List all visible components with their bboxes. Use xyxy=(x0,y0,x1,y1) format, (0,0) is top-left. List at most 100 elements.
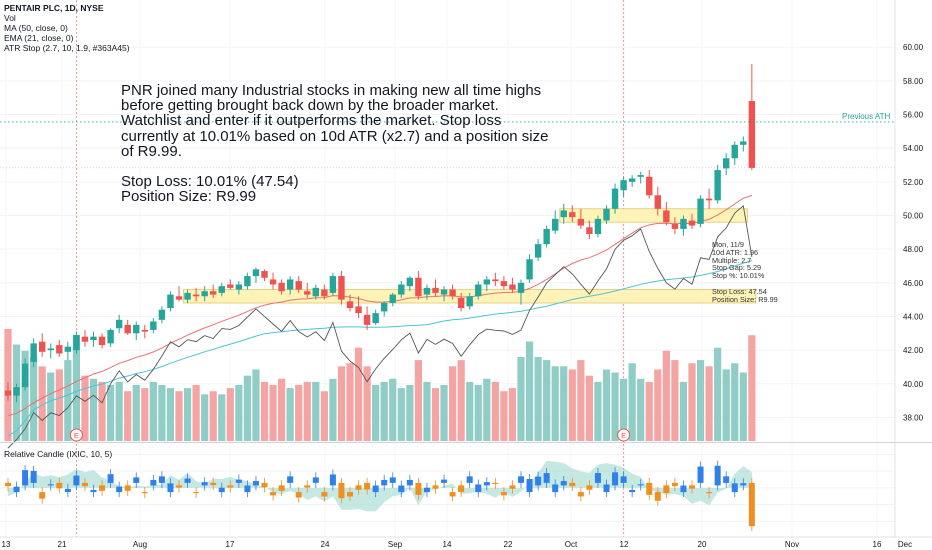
volume-bar xyxy=(278,378,286,441)
volume-bar xyxy=(731,363,739,441)
rel-candle-body xyxy=(689,485,695,489)
volume-bar xyxy=(98,381,106,441)
relative-candle-title[interactable]: Relative Candle (IXIC, 10, 5) xyxy=(4,449,113,459)
volume-bar xyxy=(577,360,585,441)
volume-bar xyxy=(525,341,534,441)
rel-candle-body xyxy=(569,482,576,487)
volume-bar xyxy=(423,381,431,441)
candle-body xyxy=(423,287,431,295)
rel-candle-body xyxy=(201,482,208,486)
rel-candle-body xyxy=(466,476,473,483)
rel-candle-body xyxy=(509,485,516,489)
atr-stop-path xyxy=(7,204,753,449)
rel-candle-body xyxy=(748,482,755,527)
candle-body xyxy=(586,227,593,234)
note-line: Watchlist and enter if it outperforms th… xyxy=(121,112,502,130)
ema-21-path xyxy=(7,194,753,417)
volume-bar xyxy=(312,381,320,441)
legend-vol[interactable]: Vol xyxy=(4,13,16,23)
time-tick-label: 20 xyxy=(698,540,707,549)
volume-bar xyxy=(64,360,72,441)
time-axis[interactable]: 13 21 Aug 17 24 Sep 14 22 Oct 12 20 Nov 16 Dec xyxy=(0,536,932,549)
candle-body xyxy=(569,212,576,218)
volume-bar xyxy=(568,369,576,441)
rel-candle-body xyxy=(338,482,345,499)
candle-body xyxy=(552,218,559,231)
candle-body xyxy=(594,218,602,234)
price-tick-label: 58.00 xyxy=(903,77,924,86)
rel-candle-body xyxy=(218,487,225,493)
rel-candle-body xyxy=(740,483,747,486)
candle-body xyxy=(47,348,54,351)
time-tick-label: Dec xyxy=(898,540,912,549)
candle-body xyxy=(227,284,234,288)
rel-candle-body xyxy=(304,485,311,488)
atr-info-line: Stop Loss: 47.54 xyxy=(712,286,767,296)
atr-info-line: Position Size: R9.99 xyxy=(712,294,778,304)
volume-bar xyxy=(688,363,696,441)
candle-body xyxy=(141,329,148,332)
price-axis[interactable]: 38.00 40.00 42.00 44.00 46.00 48.00 50.00 52.00… xyxy=(894,0,932,537)
time-tick-label: 16 xyxy=(873,540,882,549)
candle-body xyxy=(98,336,106,346)
volume-bar xyxy=(89,378,98,441)
rel-candle-body xyxy=(193,492,200,494)
legend-atr[interactable]: ATR Stop (2.7, 10, 1.9, #363A45) xyxy=(4,43,130,53)
rel-candle-body xyxy=(603,484,610,493)
candle-body xyxy=(107,329,114,344)
volume-bar xyxy=(269,385,277,441)
candle-body xyxy=(210,291,217,295)
time-tick-label: 12 xyxy=(620,540,629,549)
candle-body xyxy=(115,319,123,329)
symbol-title[interactable]: PENTAIR PLC, 1D, NYSE xyxy=(4,3,104,13)
candle-body xyxy=(680,218,687,229)
volume-bar xyxy=(226,388,234,441)
rel-candle-body xyxy=(680,485,687,493)
rel-candle-body xyxy=(594,473,601,483)
rel-candle-body xyxy=(577,492,584,497)
rel-candle-body xyxy=(552,484,559,493)
price-tick-label: 56.00 xyxy=(903,111,924,120)
candle-body xyxy=(304,291,311,295)
price-tick-label: 48.00 xyxy=(903,245,924,254)
rel-candle-body xyxy=(150,479,157,486)
rel-candle-body xyxy=(697,466,704,483)
rel-candle-body xyxy=(64,488,71,493)
candle-body xyxy=(321,289,328,297)
candle-body xyxy=(201,291,208,297)
candle-body xyxy=(697,198,704,224)
price-tick-label: 54.00 xyxy=(903,144,924,153)
volume-bar xyxy=(201,394,209,441)
rel-candle-body xyxy=(244,485,251,493)
volume-bar xyxy=(47,372,55,441)
volume-bar xyxy=(397,388,405,441)
atr-info-line: Stop Gap: 5.29 xyxy=(712,263,762,273)
volume-bar xyxy=(500,391,508,441)
candle-body xyxy=(740,141,747,145)
volume-bar xyxy=(30,357,38,441)
legend-ema[interactable]: EMA (21, close, 0) xyxy=(4,33,74,43)
candle-body xyxy=(534,244,542,258)
candle-body xyxy=(748,101,756,168)
volume-bar xyxy=(414,360,422,441)
candle-body xyxy=(261,271,268,278)
volume-bar xyxy=(714,347,722,441)
earnings-marker-label: E xyxy=(621,431,626,440)
rel-candle-body xyxy=(654,492,661,501)
candle-body xyxy=(175,296,183,300)
volume-bar xyxy=(72,335,80,441)
rel-candle-body xyxy=(646,482,653,495)
candle-body xyxy=(124,324,131,334)
rel-candle-body xyxy=(261,482,268,488)
volume-bar xyxy=(508,388,517,441)
volume-bar xyxy=(560,366,568,441)
rel-candle-body xyxy=(355,485,362,490)
candle-body xyxy=(73,334,80,351)
pane-separator[interactable] xyxy=(0,442,932,443)
rel-candle-body xyxy=(612,472,619,486)
candle-body xyxy=(440,289,448,295)
legend-ma[interactable]: MA (50, close, 0) xyxy=(4,23,68,33)
rel-candle-body xyxy=(475,484,482,493)
